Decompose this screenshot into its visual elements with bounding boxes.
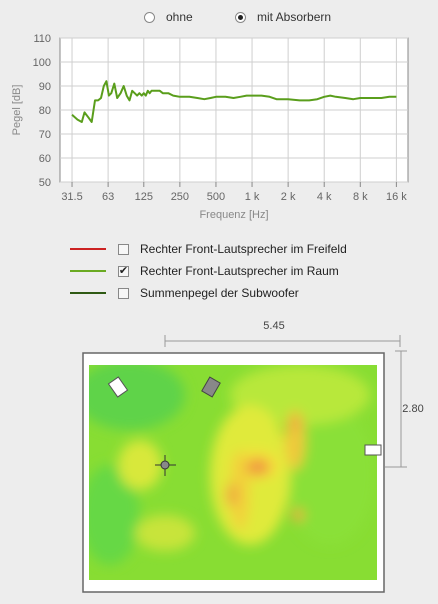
width-dimension [164, 335, 401, 347]
room-heatmap: 5.45 2.80 [82, 320, 424, 593]
radio-mit-absorbern-circle[interactable] [235, 11, 246, 23]
x-tick-label: 500 [207, 191, 225, 203]
legend-line-raum [70, 270, 106, 272]
y-tick-label: 60 [39, 153, 51, 165]
x-tick-label: 63 [102, 191, 114, 203]
x-tick-label: 31.5 [61, 191, 82, 203]
legend-label-subwoofer: Summenpegel der Subwoofer [140, 286, 299, 300]
y-tick-label: 50 [39, 177, 51, 189]
radio-ohne-label: ohne [166, 10, 193, 24]
radio-selected-dot [238, 14, 243, 20]
x-tick-label: 250 [171, 191, 189, 203]
checkbox-raum[interactable]: ✔ [118, 264, 129, 277]
checkbox-subwoofer[interactable] [118, 287, 129, 299]
y-tick-label: 70 [39, 129, 51, 141]
legend-item-freifeld: Rechter Front-Lautsprecher im Freifeld [70, 238, 390, 260]
speaker-right-icon[interactable] [201, 376, 221, 398]
frequency-response-chart: 50 60 70 80 90 100 110 31.5 63 125 250 500 1 k 2 k 4 … [11, 33, 409, 221]
legend-label-raum: Rechter Front-Lautsprecher im Raum [140, 264, 339, 278]
x-tick-label: 2 k [281, 191, 296, 203]
x-tick-label: 8 k [353, 191, 368, 203]
radio-mit-absorbern-label: mit Absorbern [257, 10, 332, 24]
legend-label-freifeld: Rechter Front-Lautsprecher im Freifeld [140, 242, 347, 256]
heatmap-area [89, 365, 377, 580]
depth-label: 2.80 [402, 403, 423, 415]
y-tick-label: 90 [39, 81, 51, 93]
width-label: 5.45 [263, 320, 284, 332]
radio-mit-absorbern[interactable]: mit Absorbern [235, 10, 331, 24]
y-tick-label: 100 [33, 57, 51, 69]
y-axis-label: Pegel [dB] [11, 85, 23, 136]
legend-item-raum: ✔ Rechter Front-Lautsprecher im Raum [70, 260, 390, 282]
x-axis-label: Frequenz [Hz] [199, 209, 268, 221]
series-line [71, 80, 397, 123]
absorber-radio-group: ohne mit Absorbern [0, 10, 438, 28]
speaker-left-icon[interactable] [107, 376, 129, 398]
chart-legend: Rechter Front-Lautsprecher im Freifeld ✔… [70, 238, 390, 304]
checkbox-freifeld[interactable] [118, 243, 129, 255]
x-tick-label: 4 k [317, 191, 332, 203]
legend-line-subwoofer [70, 292, 106, 294]
x-tick-label: 1 k [245, 191, 260, 203]
y-tick-label: 80 [39, 105, 51, 117]
x-tick-label: 125 [135, 191, 153, 203]
legend-line-freifeld [70, 248, 106, 250]
listening-position-crosshair-icon[interactable] [155, 455, 176, 476]
radio-ohne[interactable]: ohne [144, 10, 193, 24]
radio-ohne-circle[interactable] [144, 11, 155, 23]
legend-item-subwoofer: Summenpegel der Subwoofer [70, 282, 390, 304]
x-tick-label: 16 k [386, 191, 407, 203]
depth-dimension [385, 350, 407, 468]
subwoofer-icon[interactable] [364, 444, 382, 456]
y-tick-label: 110 [33, 33, 51, 45]
